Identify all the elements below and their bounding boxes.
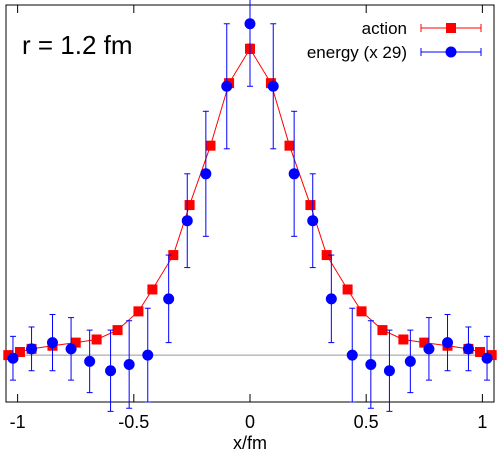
data-point bbox=[307, 215, 319, 227]
data-point bbox=[221, 80, 233, 92]
legend: action energy (x 29) bbox=[307, 19, 482, 62]
data-point bbox=[163, 293, 175, 305]
legend-label: energy (x 29) bbox=[307, 43, 407, 62]
data-point bbox=[84, 355, 96, 367]
x-tick-label: 0 bbox=[245, 412, 255, 432]
series-line bbox=[8, 47, 492, 356]
data-point bbox=[346, 349, 358, 361]
series-0 bbox=[3, 43, 497, 361]
x-tick-label: 1 bbox=[477, 412, 487, 432]
series-1 bbox=[7, 0, 493, 412]
data-point bbox=[112, 325, 123, 336]
data-point bbox=[200, 168, 212, 180]
data-point bbox=[168, 250, 179, 261]
data-point bbox=[486, 350, 497, 361]
x-ticks bbox=[17, 5, 483, 402]
data-point bbox=[481, 352, 493, 364]
data-point bbox=[244, 18, 256, 30]
legend-label: action bbox=[362, 19, 407, 38]
data-point bbox=[123, 358, 135, 370]
data-point bbox=[423, 343, 435, 355]
data-point bbox=[383, 365, 395, 377]
data-point bbox=[147, 284, 158, 295]
data-point bbox=[325, 293, 337, 305]
data-point bbox=[142, 349, 154, 361]
data-point bbox=[475, 346, 486, 357]
x-tick-label: -1 bbox=[10, 412, 26, 432]
x-axis-label: x/fm bbox=[233, 433, 267, 453]
data-point bbox=[14, 346, 25, 357]
data-point bbox=[7, 352, 19, 364]
x-tick-label: -0.5 bbox=[118, 412, 149, 432]
data-point bbox=[70, 337, 81, 348]
data-point bbox=[267, 80, 279, 92]
data-point bbox=[442, 337, 454, 349]
data-point bbox=[65, 343, 77, 355]
data-point bbox=[3, 350, 14, 361]
data-point bbox=[419, 337, 430, 348]
chart-title: r = 1.2 fm bbox=[22, 30, 133, 60]
series-layer bbox=[3, 0, 497, 412]
data-point bbox=[377, 325, 388, 336]
data-point bbox=[46, 337, 58, 349]
data-point bbox=[365, 358, 377, 370]
data-point bbox=[105, 365, 117, 377]
data-point bbox=[305, 200, 316, 211]
data-point bbox=[398, 334, 409, 345]
data-point bbox=[181, 215, 193, 227]
data-point bbox=[184, 200, 195, 211]
data-point bbox=[133, 306, 144, 317]
data-point bbox=[26, 343, 38, 355]
data-point bbox=[91, 334, 102, 345]
data-point bbox=[404, 355, 416, 367]
data-point bbox=[342, 284, 353, 295]
data-point bbox=[284, 140, 295, 151]
legend-marker bbox=[445, 46, 457, 58]
data-point bbox=[288, 168, 300, 180]
data-point bbox=[205, 140, 216, 151]
data-point bbox=[321, 250, 332, 261]
x-tick-label: 0.5 bbox=[354, 412, 379, 432]
legend-marker bbox=[446, 23, 456, 33]
data-point bbox=[356, 306, 367, 317]
x-tick-labels: -1 -0.5 0 0.5 1 bbox=[10, 412, 488, 432]
data-point bbox=[462, 343, 474, 355]
